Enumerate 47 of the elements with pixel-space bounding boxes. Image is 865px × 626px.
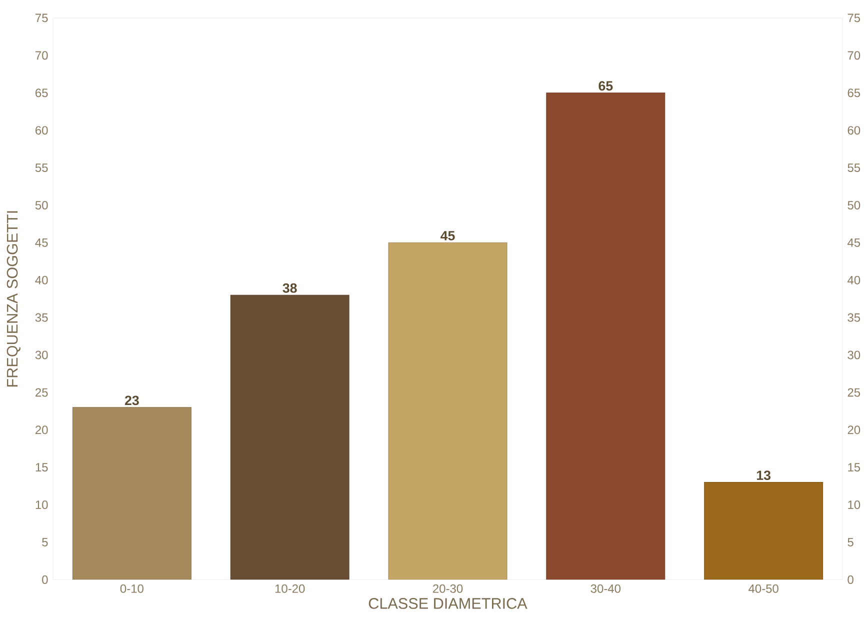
bar	[704, 482, 824, 580]
y2-tick-label: 75	[848, 14, 860, 22]
data-label: 65	[598, 81, 613, 91]
y-tick-label: 20	[36, 426, 48, 434]
x-tick-label: 20-30	[433, 584, 463, 594]
x-axis-title: CLASSE DIAMETRICA	[368, 598, 528, 610]
y2-tick-label: 65	[848, 88, 860, 98]
y2-tick-label: 70	[848, 51, 860, 60]
y2-tick-label: 40	[848, 276, 860, 285]
y2-tick-label: 25	[848, 388, 860, 397]
x-tick-label: 40-50	[748, 584, 778, 594]
y-tick-label: 50	[35, 201, 48, 210]
y-tick-label: 55	[35, 164, 48, 172]
y-tick-label: 60	[36, 126, 48, 135]
bar	[388, 242, 508, 580]
y-tick-label: 35	[35, 313, 48, 322]
y2-tick-label: 5	[848, 538, 854, 547]
y2-tick-label: 10	[848, 500, 860, 510]
y-tick-label: 0	[42, 576, 48, 584]
data-label: 38	[282, 284, 297, 293]
data-label: 13	[756, 470, 770, 480]
data-label: 23	[124, 396, 139, 406]
y-axis-title: FREQUENZA SOGGETTI	[6, 211, 20, 387]
y-tick-label: 30	[35, 350, 48, 360]
y-tick-label: 65	[36, 88, 48, 98]
y-tick-label: 15	[36, 463, 48, 472]
y2-tick-label: 35	[848, 313, 860, 322]
y-tick-label: 25	[36, 388, 48, 397]
y-tick-label: 40	[35, 276, 48, 285]
y-tick-label: 75	[36, 14, 48, 22]
y2-tick-label: 45	[848, 238, 860, 248]
bar	[546, 92, 666, 580]
y2-tick-label: 50	[848, 201, 860, 210]
y-tick-label: 70	[36, 51, 48, 60]
y2-tick-label: 55	[848, 164, 860, 172]
y-tick-label: 5	[42, 538, 48, 547]
x-tick-label: 0-10	[120, 584, 144, 594]
y2-tick-label: 0	[848, 576, 854, 584]
y2-tick-label: 20	[848, 426, 860, 434]
x-tick-label: 30-40	[590, 584, 621, 594]
y-tick-label: 10	[36, 500, 48, 510]
y2-tick-label: 30	[848, 350, 860, 360]
y-tick-label: 45	[35, 238, 48, 248]
y2-tick-label: 60	[848, 126, 860, 135]
data-label: 45	[440, 231, 455, 241]
y2-tick-label: 15	[848, 463, 860, 472]
x-tick-label: 10-20	[275, 584, 305, 594]
